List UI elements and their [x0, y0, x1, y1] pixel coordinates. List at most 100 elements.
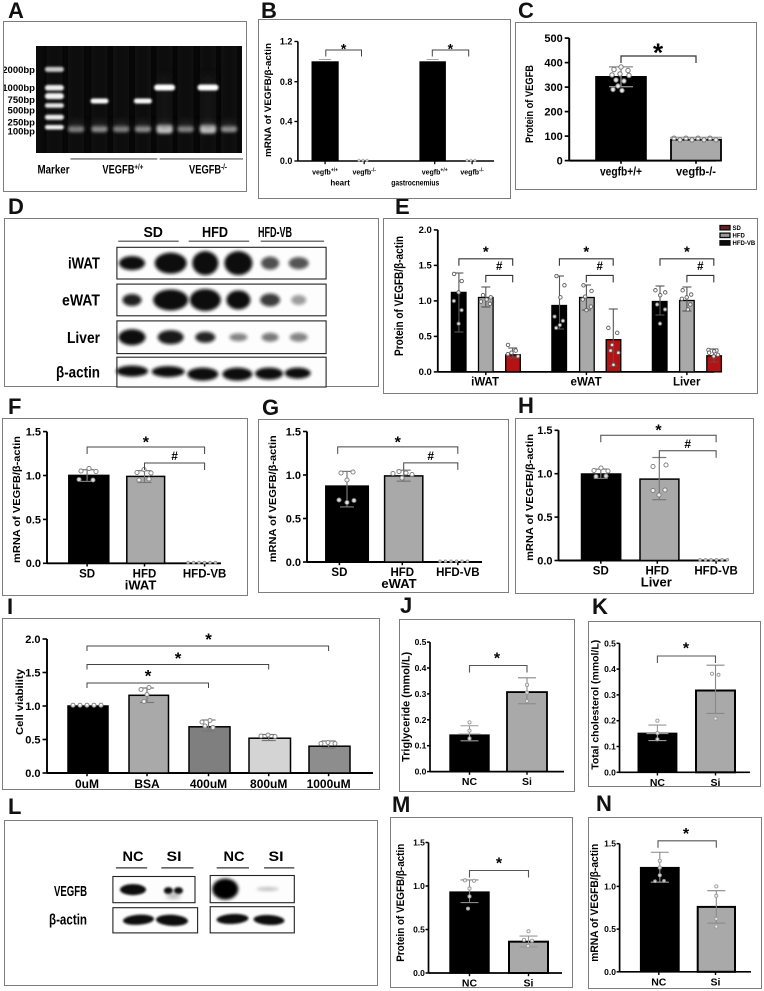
svg-text:NC: NC: [462, 978, 478, 990]
svg-text:0.5: 0.5: [604, 638, 616, 648]
svg-text:NC: NC: [651, 976, 667, 988]
svg-text:HFD-VB: HFD-VB: [694, 566, 737, 578]
svg-text:*: *: [655, 423, 662, 440]
svg-text:*: *: [684, 244, 690, 261]
svg-text:0.1: 0.1: [415, 741, 427, 751]
svg-text:0.0: 0.0: [537, 555, 552, 567]
svg-text:Si: Si: [711, 777, 721, 788]
svg-text:NC: NC: [650, 777, 666, 788]
svg-text:SI: SI: [167, 848, 182, 864]
svg-text:*: *: [143, 434, 150, 451]
svg-text:HFD: HFD: [645, 566, 669, 578]
svg-text:0.0: 0.0: [25, 768, 40, 780]
svg-text:0.4: 0.4: [604, 664, 616, 674]
svg-text:300: 300: [544, 82, 562, 94]
svg-text:*: *: [395, 434, 402, 451]
svg-text:HFD-VB: HFD-VB: [258, 224, 292, 241]
svg-text:1.5: 1.5: [25, 667, 40, 679]
svg-text:*: *: [483, 244, 489, 261]
svg-text:VEGFB: VEGFB: [54, 883, 87, 900]
svg-text:1.5: 1.5: [604, 839, 616, 849]
svg-text:iWAT: iWAT: [471, 377, 499, 389]
svg-text:0.0: 0.0: [26, 558, 41, 570]
svg-text:#: #: [597, 261, 604, 273]
svg-text:2.0: 2.0: [25, 634, 40, 646]
svg-text:vegfb-/-: vegfb-/-: [460, 168, 484, 177]
svg-text:400: 400: [544, 57, 562, 69]
svg-text:0.0: 0.0: [413, 968, 425, 978]
svg-text:NC: NC: [224, 848, 245, 864]
svg-text:#: #: [684, 437, 691, 451]
svg-text:1.5: 1.5: [419, 261, 433, 272]
svg-text:Si: Si: [524, 978, 534, 990]
svg-text:BSA: BSA: [134, 777, 160, 791]
svg-text:vegfb-/-: vegfb-/-: [352, 168, 376, 177]
svg-text:Protein of VEGFB: Protein of VEGFB: [524, 65, 536, 143]
svg-text:2.0: 2.0: [419, 225, 432, 236]
svg-text:1000uM: 1000uM: [307, 777, 351, 791]
svg-text:*: *: [496, 855, 503, 872]
svg-text:0.5: 0.5: [25, 734, 40, 746]
svg-text:0.0: 0.0: [604, 967, 616, 977]
svg-text:1.0: 1.0: [604, 881, 616, 891]
svg-text:*: *: [175, 649, 182, 668]
svg-text:500: 500: [544, 33, 562, 45]
svg-text:0.5: 0.5: [604, 924, 616, 934]
svg-text:Protein of VEGFB/β-actin: Protein of VEGFB/β-actin: [395, 844, 407, 962]
svg-text:2000bp: 2000bp: [4, 65, 35, 76]
svg-text:0.0: 0.0: [280, 156, 293, 166]
svg-text:0.2: 0.2: [604, 716, 616, 726]
svg-text:1.2: 1.2: [280, 37, 293, 47]
svg-text:1.0: 1.0: [537, 469, 552, 481]
svg-text:1.5: 1.5: [26, 426, 41, 438]
svg-text:0.5: 0.5: [419, 332, 433, 343]
svg-text:0.5: 0.5: [26, 514, 41, 526]
svg-text:eWAT: eWAT: [571, 377, 602, 389]
svg-text:0: 0: [557, 155, 563, 167]
svg-text:mRNA of VEGFB/β-actin: mRNA of VEGFB/β-actin: [11, 436, 23, 563]
svg-text:Liver: Liver: [673, 377, 701, 389]
svg-text:Si: Si: [711, 976, 721, 988]
svg-text:Triglyceride (mmol/L): Triglyceride (mmol/L): [401, 652, 413, 762]
svg-text:Cell viability: Cell viability: [14, 669, 26, 735]
svg-text:#: #: [171, 449, 178, 463]
svg-text:vegfb+/+: vegfb+/+: [312, 168, 338, 177]
svg-text:iWAT: iWAT: [68, 256, 100, 273]
svg-text:*: *: [653, 38, 664, 68]
svg-text:NC: NC: [123, 848, 144, 864]
svg-text:1.0: 1.0: [26, 470, 41, 482]
svg-text:750bp: 750bp: [8, 95, 36, 106]
svg-text:β-actin: β-actin: [49, 912, 87, 929]
svg-text:Total cholesterol (mmol/L): Total cholesterol (mmol/L): [590, 640, 602, 770]
svg-text:*: *: [448, 41, 454, 57]
svg-text:0.5: 0.5: [537, 512, 552, 524]
svg-text:HFD: HFD: [202, 224, 228, 241]
svg-text:SD: SD: [733, 226, 742, 232]
svg-text:mRNA of VEGFB/β-actin: mRNA of VEGFB/β-actin: [263, 43, 274, 157]
svg-text:*: *: [683, 640, 690, 657]
svg-text:vegfb-/-: vegfb-/-: [676, 165, 716, 179]
svg-text:Protein of VEGFB/β-actin: Protein of VEGFB/β-actin: [392, 236, 406, 356]
svg-text:*: *: [145, 667, 152, 686]
svg-text:1000bp: 1000bp: [4, 83, 35, 94]
svg-text:0.4: 0.4: [415, 663, 427, 673]
svg-text:0.0: 0.0: [415, 767, 427, 777]
svg-text:SI: SI: [269, 848, 284, 864]
svg-text:0.8: 0.8: [280, 77, 293, 87]
svg-text:Liver: Liver: [641, 575, 672, 590]
svg-text:iWAT: iWAT: [125, 577, 157, 592]
svg-text:Marker: Marker: [38, 165, 70, 177]
svg-text:eWAT: eWAT: [381, 576, 416, 591]
svg-text:1.0: 1.0: [286, 470, 301, 482]
svg-text:0.1: 0.1: [604, 741, 616, 751]
svg-text:mRNA of VEGFB/β-actin: mRNA of VEGFB/β-actin: [267, 435, 279, 562]
svg-text:800uM: 800uM: [250, 777, 287, 791]
svg-text:0.5: 0.5: [286, 513, 301, 525]
svg-text:0.3: 0.3: [415, 689, 427, 699]
svg-text:*: *: [341, 41, 347, 57]
svg-text:0.0: 0.0: [419, 367, 432, 378]
svg-text:mRNA of VEGFB/β-actin: mRNA of VEGFB/β-actin: [524, 434, 536, 561]
svg-text:SD: SD: [143, 224, 163, 241]
svg-text:1.5: 1.5: [286, 426, 301, 438]
svg-text:*: *: [583, 244, 589, 261]
